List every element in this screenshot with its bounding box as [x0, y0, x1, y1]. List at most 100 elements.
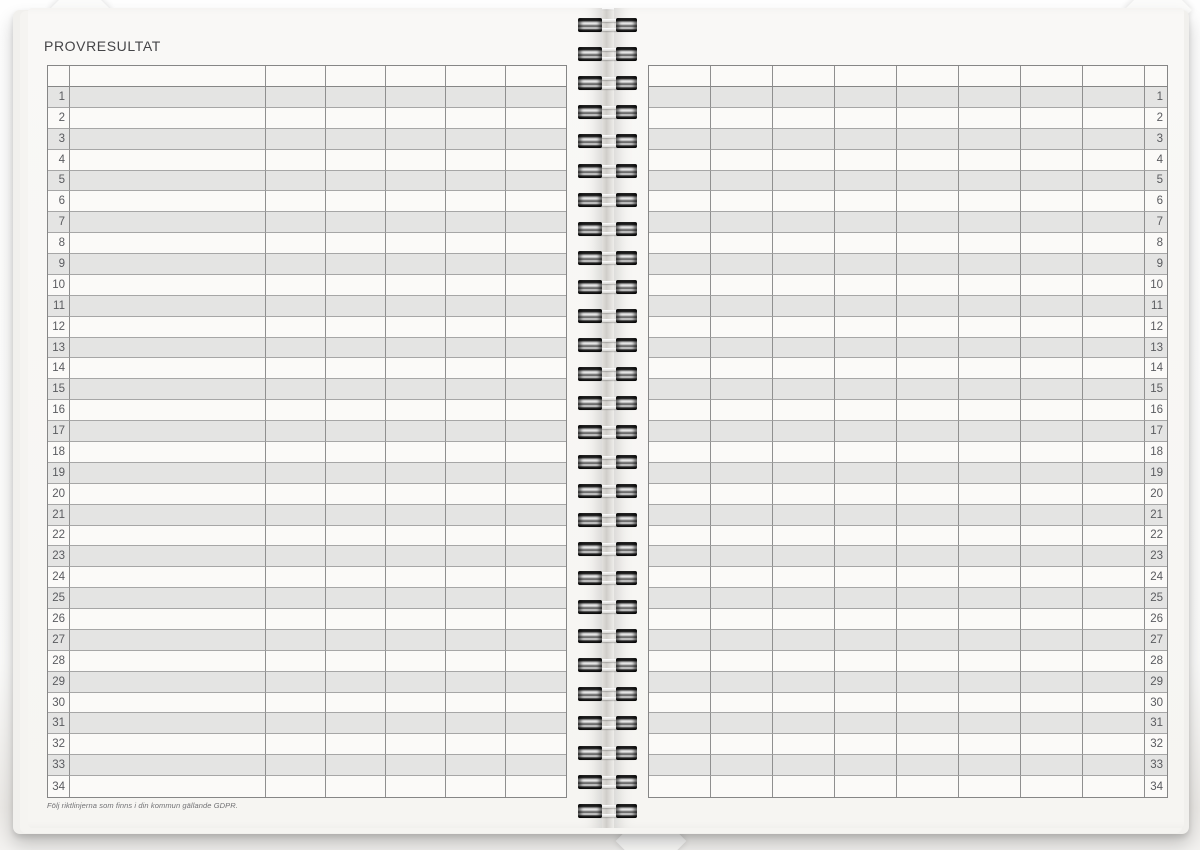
entry-cell [70, 588, 266, 610]
entry-cell [897, 629, 959, 651]
entry-cell [1021, 379, 1083, 401]
entry-cell [773, 441, 835, 463]
entry-cell [649, 462, 711, 484]
entry-cell [326, 462, 386, 484]
coil-wire [579, 571, 635, 575]
coil-hole-block [578, 105, 602, 120]
entry-cell [386, 713, 446, 735]
entry-cell [506, 734, 566, 756]
entry-cell [1021, 254, 1083, 275]
entry-cell [711, 316, 773, 338]
entry-cell [897, 692, 959, 714]
entry-cell [386, 295, 446, 317]
entry-cell [1083, 609, 1145, 630]
entry-cell [446, 734, 506, 756]
entry-cell [897, 504, 959, 526]
entry-cell [386, 87, 446, 108]
entry-cell [773, 713, 835, 735]
entry-cell [897, 337, 959, 359]
entry-cell [326, 233, 386, 255]
entry-cell [70, 671, 266, 693]
entry-cell [446, 337, 506, 359]
entry-cell [649, 254, 711, 275]
coil-wire [579, 319, 635, 322]
entry-cell [959, 87, 1021, 108]
entry-cell [1021, 650, 1083, 672]
entry-cell [649, 295, 711, 317]
entry-cell [1021, 734, 1083, 756]
entry-cell [386, 337, 446, 359]
row-number: 13 [48, 337, 70, 359]
entry-cell [266, 212, 326, 234]
row-number: 1 [48, 87, 70, 108]
entry-cell [959, 546, 1021, 568]
coil-wire [579, 513, 635, 517]
header-cell [70, 66, 266, 87]
entry-cell [1083, 379, 1145, 401]
entry-cell [835, 170, 897, 192]
entry-cell [649, 734, 711, 756]
entry-cell [70, 212, 266, 234]
entry-cell [446, 483, 506, 505]
entry-cell [773, 170, 835, 192]
entry-cell [70, 692, 266, 714]
entry-cell [773, 274, 835, 296]
entry-cell [326, 734, 386, 756]
row-number: 20 [48, 483, 70, 505]
entry-cell [70, 107, 266, 129]
entry-cell [649, 128, 711, 150]
entry-cell [386, 504, 446, 526]
coil-wire [579, 368, 635, 372]
coil-wire [579, 775, 635, 779]
entry-cell [711, 295, 773, 317]
entry-cell [446, 567, 506, 589]
header-cell [959, 66, 1021, 87]
entry-cell [266, 713, 326, 735]
entry-cell [711, 358, 773, 380]
entry-cell [506, 650, 566, 672]
coil-hole-block [578, 512, 602, 527]
entry-cell [649, 588, 711, 610]
entry-cell [446, 170, 506, 192]
coil-wire [579, 639, 635, 643]
entry-cell [1083, 671, 1145, 693]
entry-cell [266, 734, 326, 756]
entry-cell [711, 671, 773, 693]
entry-cell [70, 274, 266, 296]
entry-cell [835, 609, 897, 630]
entry-cell [897, 107, 959, 129]
header-cell [1083, 66, 1145, 87]
entry-cell [649, 149, 711, 171]
wire-coil [577, 192, 637, 207]
entry-cell [649, 358, 711, 380]
entry-cell [835, 629, 897, 651]
entry-cell [506, 567, 566, 589]
entry-cell [386, 734, 446, 756]
header-cell [897, 66, 959, 87]
row-number: 4 [1145, 149, 1167, 171]
entry-cell [1083, 87, 1145, 108]
entry-cell [326, 504, 386, 526]
coil-wire [579, 484, 635, 488]
entry-cell [897, 441, 959, 463]
entry-cell [446, 295, 506, 317]
entry-cell [959, 629, 1021, 651]
entry-cell [1083, 629, 1145, 651]
coil-hole-block [578, 483, 602, 498]
entry-cell [266, 233, 326, 255]
entry-cell [506, 212, 566, 234]
entry-cell [897, 462, 959, 484]
entry-cell [266, 650, 326, 672]
entry-cell [959, 650, 1021, 672]
entry-cell [773, 400, 835, 422]
page-title: PROVRESULTAT [44, 38, 161, 54]
entry-cell [70, 358, 266, 380]
entry-cell [773, 421, 835, 442]
entry-cell [326, 671, 386, 693]
entry-cell [711, 734, 773, 756]
entry-cell [266, 316, 326, 338]
entry-cell [386, 692, 446, 714]
entry-cell [326, 525, 386, 547]
entry-cell [506, 692, 566, 714]
header-cell [835, 66, 897, 87]
